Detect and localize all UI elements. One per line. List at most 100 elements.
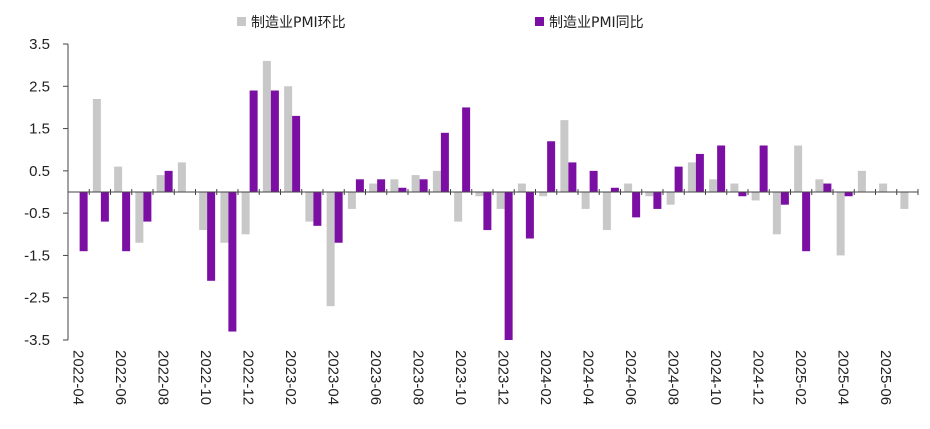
series-yoy-bars	[79, 90, 853, 340]
bar-mom-2023-10	[454, 192, 463, 222]
bar-mom-2023-01	[262, 60, 271, 192]
bar-yoy-2024-08	[674, 166, 683, 192]
bar-yoy-2024-07	[653, 192, 662, 209]
x-tick-label: 2023-08	[410, 350, 427, 405]
x-tick-label: 2023-02	[282, 350, 299, 405]
y-tick-label: -3.5	[24, 332, 50, 349]
bar-mom-2025-01	[772, 192, 781, 235]
x-tick-label: 2023-12	[495, 350, 512, 405]
bar-mom-2023-02	[284, 86, 293, 192]
y-tick-label: 3.5	[29, 36, 50, 53]
x-tick-label: 2022-12	[240, 350, 257, 405]
bar-mom-2025-06	[879, 183, 888, 192]
bar-mom-2024-02	[539, 192, 548, 197]
x-tick-label: 2023-06	[367, 350, 384, 405]
bar-mom-2025-05	[857, 170, 866, 192]
bar-yoy-2023-12	[504, 192, 513, 340]
bar-yoy-2023-11	[483, 192, 492, 231]
bar-mom-2022-10	[199, 192, 208, 231]
series-mom-bars	[92, 60, 909, 307]
bar-mom-2022-12	[241, 192, 250, 235]
bar-mom-2023-07	[390, 179, 399, 192]
bar-yoy-2023-04	[334, 192, 343, 243]
bar-mom-2024-04	[581, 192, 590, 209]
bar-yoy-2024-03	[568, 162, 577, 192]
bar-mom-2025-07	[900, 192, 909, 209]
bar-yoy-2025-02	[802, 192, 811, 252]
axes	[63, 43, 919, 341]
x-tick-label: 2023-04	[325, 350, 342, 405]
bar-yoy-2024-10	[717, 145, 726, 192]
bar-mom-2022-11	[220, 192, 229, 243]
y-tick-label: -0.5	[24, 205, 50, 222]
bar-mom-2024-09	[687, 162, 696, 192]
bar-mom-2024-12	[751, 192, 760, 201]
x-tick-label: 2022-06	[112, 350, 129, 405]
y-tick-label: 1.5	[29, 121, 50, 138]
bar-mom-2024-07	[645, 192, 654, 197]
bar-yoy-2023-07	[398, 187, 407, 192]
bar-yoy-2024-11	[738, 192, 747, 197]
legend-label-yoy: 制造业PMI同比	[549, 15, 644, 31]
x-tick-label: 2024-04	[580, 350, 597, 405]
bar-mom-2022-08	[156, 175, 165, 192]
bar-yoy-2022-10	[207, 192, 216, 281]
x-tick-label: 2025-06	[877, 350, 894, 405]
x-tick-label: 2024-10	[707, 350, 724, 405]
bar-yoy-2023-01	[270, 90, 279, 192]
bar-yoy-2024-01	[525, 192, 534, 239]
y-tick-label: 0.5	[29, 163, 50, 180]
x-tick-label: 2024-02	[537, 350, 554, 405]
bar-mom-2025-02	[794, 145, 803, 192]
bar-mom-2023-08	[411, 175, 420, 192]
bar-mom-2022-06	[114, 166, 123, 192]
x-tick-label: 2024-12	[750, 350, 767, 405]
legend-swatch-yoy	[535, 17, 544, 26]
bar-mom-2025-03	[815, 179, 824, 192]
x-tick-label: 2025-02	[792, 350, 809, 405]
bar-yoy-2022-05	[100, 192, 109, 222]
bar-yoy-2023-02	[292, 115, 301, 192]
bar-yoy-2024-05	[610, 187, 619, 192]
bar-mom-2022-07	[135, 192, 144, 243]
bar-mom-2024-08	[666, 192, 675, 205]
bar-yoy-2022-11	[228, 192, 237, 332]
bar-mom-2023-12	[496, 192, 505, 209]
x-tick-label: 2024-08	[665, 350, 682, 405]
x-tick-label: 2022-10	[197, 350, 214, 405]
x-tick-label: 2023-10	[452, 350, 469, 405]
bar-mom-2024-03	[560, 120, 569, 192]
bar-yoy-2022-04	[79, 192, 88, 252]
x-tick-label: 2022-08	[155, 350, 172, 405]
bar-yoy-2025-04	[844, 192, 853, 197]
x-tick-labels: 2022-04 2022-06 2022-08 2022-10 2022-12 2023-…	[70, 350, 895, 405]
bar-yoy-2023-08	[419, 179, 428, 192]
bar-mom-2024-10	[709, 179, 718, 192]
bar-mom-2023-05	[347, 192, 356, 209]
bar-yoy-2025-01	[780, 192, 789, 205]
legend-swatch-mom	[237, 17, 246, 26]
bar-mom-2023-09	[432, 170, 441, 192]
legend-label-mom: 制造业PMI环比	[251, 15, 346, 31]
bar-yoy-2022-12	[249, 90, 258, 192]
bar-yoy-2023-06	[377, 179, 386, 192]
bar-yoy-2023-03	[313, 192, 322, 226]
bar-mom-2022-05	[92, 98, 101, 192]
bar-mom-2023-06	[369, 183, 378, 192]
bar-yoy-2023-10	[462, 107, 471, 192]
bar-yoy-2024-04	[589, 170, 598, 192]
bar-yoy-2023-05	[355, 179, 364, 192]
x-tick-label: 2022-04	[70, 350, 87, 405]
y-tick-label: -2.5	[24, 290, 50, 307]
bar-mom-2024-06	[624, 183, 633, 192]
bar-yoy-2023-09	[440, 132, 449, 192]
bar-mom-2023-03	[305, 192, 314, 222]
bar-yoy-2022-07	[143, 192, 152, 222]
bar-yoy-2025-03	[823, 183, 832, 192]
bar-yoy-2024-06	[632, 192, 641, 218]
bar-yoy-2022-08	[164, 170, 173, 192]
y-tick-label: -1.5	[24, 247, 50, 264]
bar-yoy-2022-06	[122, 192, 131, 252]
